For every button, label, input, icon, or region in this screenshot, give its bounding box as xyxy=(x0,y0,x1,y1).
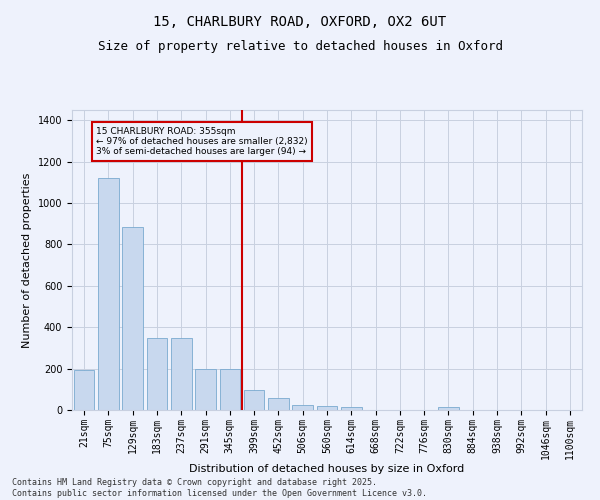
Bar xyxy=(74,370,94,410)
Bar xyxy=(244,390,265,410)
Text: 15 CHARLBURY ROAD: 355sqm
← 97% of detached houses are smaller (2,832)
3% of sem: 15 CHARLBURY ROAD: 355sqm ← 97% of detac… xyxy=(96,126,308,156)
Bar xyxy=(146,338,167,410)
Bar xyxy=(122,227,143,410)
Bar xyxy=(171,338,191,410)
Bar xyxy=(195,369,216,410)
Text: Contains HM Land Registry data © Crown copyright and database right 2025.
Contai: Contains HM Land Registry data © Crown c… xyxy=(12,478,427,498)
X-axis label: Distribution of detached houses by size in Oxford: Distribution of detached houses by size … xyxy=(190,464,464,474)
Text: 15, CHARLBURY ROAD, OXFORD, OX2 6UT: 15, CHARLBURY ROAD, OXFORD, OX2 6UT xyxy=(154,15,446,29)
Bar xyxy=(341,407,362,410)
Bar xyxy=(317,406,337,410)
Y-axis label: Number of detached properties: Number of detached properties xyxy=(22,172,32,348)
Bar xyxy=(268,398,289,410)
Bar xyxy=(292,406,313,410)
Bar xyxy=(220,369,240,410)
Bar xyxy=(98,178,119,410)
Text: Size of property relative to detached houses in Oxford: Size of property relative to detached ho… xyxy=(97,40,503,53)
Bar xyxy=(438,407,459,410)
